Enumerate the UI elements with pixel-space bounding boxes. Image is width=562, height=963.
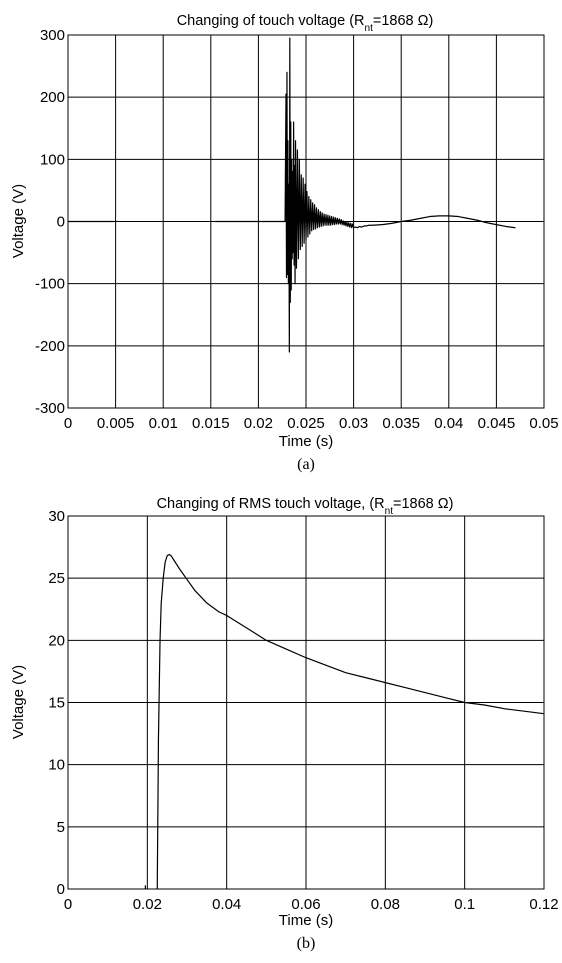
chart-a-xtick-label: 0.03 bbox=[339, 415, 368, 432]
chart-b-ytick-label: 30 bbox=[48, 508, 65, 525]
chart-b-xtick-label: 0 bbox=[64, 896, 72, 913]
chart-b-xticks: 0 0.02 0.04 0.06 0.08 0.1 0.12 bbox=[64, 896, 559, 913]
chart-b-ytick-label: 5 bbox=[57, 819, 65, 836]
chart-a-xtick-label: 0.05 bbox=[529, 415, 558, 432]
chart-a-ytick-label: 200 bbox=[40, 89, 65, 106]
chart-a-frame bbox=[67, 34, 545, 409]
chart-b-ytick-label: 10 bbox=[48, 757, 65, 774]
chart-b-ytick-label: 20 bbox=[48, 632, 65, 649]
chart-b-xtick-label: 0.04 bbox=[212, 896, 241, 913]
chart-b-ytick-label: 25 bbox=[48, 570, 65, 587]
chart-a-xtick-label: 0.005 bbox=[97, 415, 135, 432]
chart-b-xlabel: Time (s) bbox=[279, 912, 333, 929]
chart-a-xtick-label: 0.025 bbox=[287, 415, 325, 432]
chart-a-ytick-label: -300 bbox=[35, 400, 65, 417]
chart-a-traces bbox=[68, 37, 516, 353]
chart-a-xtick-label: 0.04 bbox=[434, 415, 463, 432]
chart-a-ytick-label: -100 bbox=[35, 276, 65, 293]
chart-a-title: Changing of touch voltage (Rnt=1868 Ω) bbox=[177, 13, 434, 34]
chart-a: Changing of touch voltage (Rnt=1868 Ω) 0… bbox=[10, 13, 559, 473]
chart-a-xtick-label: 0.045 bbox=[478, 415, 516, 432]
chart-a-ytick-label: -200 bbox=[35, 338, 65, 355]
chart-b-xtick-label: 0.02 bbox=[133, 896, 162, 913]
chart-b-ytick-label: 0 bbox=[57, 881, 65, 898]
chart-b-xtick-label: 0.06 bbox=[291, 896, 320, 913]
chart-a-xtick-label: 0.02 bbox=[244, 415, 273, 432]
chart-b-yticks: 0 5 10 15 20 25 30 bbox=[48, 508, 65, 898]
chart-b-ytick-label: 15 bbox=[48, 695, 65, 712]
chart-b-xtick-label: 0.08 bbox=[371, 896, 400, 913]
chart-a-xticks: 0 0.005 0.01 0.015 0.02 0.025 0.03 0.035 0.04 0.0… bbox=[64, 415, 559, 432]
chart-b-traces bbox=[144, 553, 545, 890]
chart-a-ytick-label: 300 bbox=[40, 27, 65, 44]
chart-b-ylabel: Voltage (V) bbox=[10, 665, 27, 739]
chart-b-title: Changing of RMS touch voltage, (Rnt=1868… bbox=[157, 496, 454, 517]
chart-a-xtick-label: 0 bbox=[64, 415, 72, 432]
chart-a-series-line bbox=[215, 37, 516, 353]
chart-b-frame bbox=[67, 515, 545, 890]
chart-a-xlabel: Time (s) bbox=[279, 433, 333, 450]
chart-a-caption: (a) bbox=[297, 456, 315, 473]
chart-b-xtick-label: 0.12 bbox=[529, 896, 558, 913]
chart-a-ytick-label: 100 bbox=[40, 151, 65, 168]
chart-b-grid bbox=[68, 516, 544, 889]
chart-b-xtick-label: 0.1 bbox=[454, 896, 475, 913]
chart-a-xtick-label: 0.035 bbox=[382, 415, 420, 432]
chart-b: Changing of RMS touch voltage, (Rnt=1868… bbox=[10, 496, 559, 952]
chart-a-xtick-label: 0.015 bbox=[192, 415, 230, 432]
chart-a-yticks: -300 -200 -100 0 100 200 300 bbox=[35, 27, 65, 417]
chart-b-series-line bbox=[156, 553, 545, 890]
chart-a-ytick-label: 0 bbox=[57, 214, 65, 231]
chart-b-caption: (b) bbox=[297, 935, 316, 952]
chart-a-ylabel: Voltage (V) bbox=[10, 184, 27, 258]
chart-a-xtick-label: 0.01 bbox=[149, 415, 178, 432]
